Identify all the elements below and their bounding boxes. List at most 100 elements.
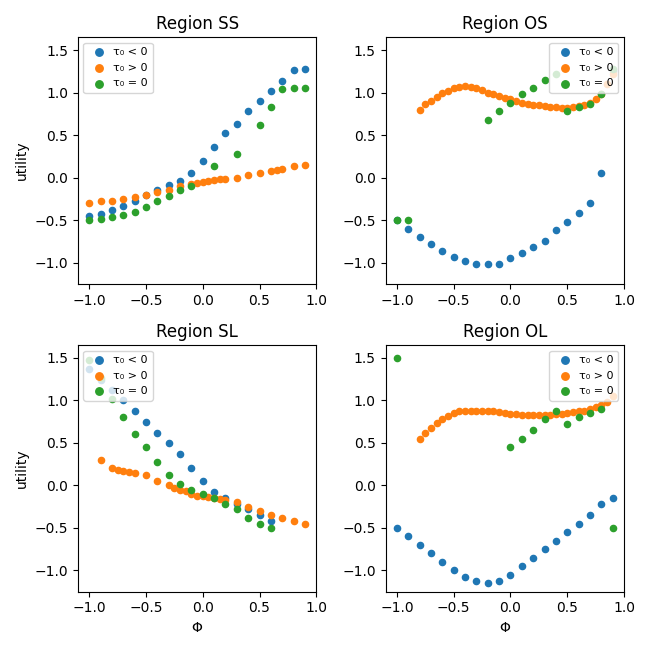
τ₀ > 0 <box>471 406 482 416</box>
τ₀ > 0 <box>465 81 476 92</box>
τ₀ > 0 <box>129 467 140 478</box>
τ₀ = 0 <box>96 213 106 224</box>
τ₀ > 0 <box>96 455 106 465</box>
τ₀ > 0 <box>608 69 618 79</box>
τ₀ = 0 <box>231 149 242 159</box>
τ₀ > 0 <box>505 409 515 419</box>
τ₀ > 0 <box>175 181 185 191</box>
τ₀ < 0 <box>96 375 106 385</box>
τ₀ > 0 <box>551 409 561 419</box>
τ₀ = 0 <box>528 83 538 94</box>
τ₀ > 0 <box>186 489 196 499</box>
τ₀ = 0 <box>551 406 561 416</box>
τ₀ < 0 <box>517 561 527 571</box>
τ₀ < 0 <box>141 190 151 200</box>
τ₀ < 0 <box>118 201 129 211</box>
τ₀ < 0 <box>96 209 106 220</box>
τ₀ = 0 <box>254 120 265 130</box>
τ₀ = 0 <box>300 83 310 94</box>
τ₀ = 0 <box>482 114 493 125</box>
τ₀ > 0 <box>590 94 601 105</box>
τ₀ < 0 <box>494 259 504 270</box>
τ₀ < 0 <box>254 510 265 521</box>
τ₀ < 0 <box>129 406 140 416</box>
τ₀ = 0 <box>209 161 219 171</box>
τ₀ > 0 <box>454 406 465 417</box>
τ₀ < 0 <box>186 168 196 179</box>
τ₀ > 0 <box>465 406 476 416</box>
τ₀ < 0 <box>482 578 493 588</box>
τ₀ = 0 <box>517 89 527 99</box>
τ₀ > 0 <box>289 516 299 526</box>
τ₀ > 0 <box>528 410 538 420</box>
τ₀ > 0 <box>443 86 453 96</box>
τ₀ = 0 <box>573 102 584 112</box>
τ₀ > 0 <box>448 408 459 419</box>
τ₀ = 0 <box>118 412 129 423</box>
τ₀ < 0 <box>175 176 185 187</box>
τ₀ > 0 <box>198 177 208 187</box>
τ₀ > 0 <box>505 94 515 105</box>
τ₀ > 0 <box>437 87 448 98</box>
τ₀ > 0 <box>118 194 129 204</box>
τ₀ < 0 <box>392 523 402 533</box>
τ₀ > 0 <box>437 414 448 424</box>
τ₀ = 0 <box>505 98 515 108</box>
τ₀ > 0 <box>511 409 521 419</box>
τ₀ > 0 <box>129 192 140 202</box>
τ₀ < 0 <box>494 575 504 586</box>
τ₀ = 0 <box>266 523 276 533</box>
X-axis label: Φ: Φ <box>192 621 203 635</box>
τ₀ = 0 <box>585 408 595 419</box>
τ₀ > 0 <box>432 418 442 428</box>
τ₀ > 0 <box>460 81 471 91</box>
τ₀ = 0 <box>562 419 573 430</box>
τ₀ > 0 <box>214 494 225 504</box>
τ₀ = 0 <box>392 352 402 363</box>
τ₀ < 0 <box>562 527 573 538</box>
τ₀ < 0 <box>107 385 117 395</box>
τ₀ < 0 <box>448 566 459 576</box>
τ₀ = 0 <box>141 202 151 213</box>
τ₀ = 0 <box>528 425 538 436</box>
τ₀ = 0 <box>562 106 573 116</box>
τ₀ > 0 <box>203 492 214 502</box>
τ₀ < 0 <box>517 248 527 258</box>
τ₀ = 0 <box>494 106 504 116</box>
τ₀ > 0 <box>443 410 453 421</box>
τ₀ > 0 <box>181 486 191 497</box>
τ₀ > 0 <box>141 190 151 200</box>
τ₀ = 0 <box>254 519 265 529</box>
τ₀ > 0 <box>420 99 430 109</box>
τ₀ < 0 <box>118 395 129 406</box>
τ₀ = 0 <box>608 523 618 533</box>
Title: Region SL: Region SL <box>156 322 238 341</box>
τ₀ = 0 <box>231 504 242 514</box>
τ₀ < 0 <box>585 510 595 521</box>
τ₀ > 0 <box>192 177 202 188</box>
τ₀ < 0 <box>277 75 287 86</box>
τ₀ = 0 <box>84 354 94 365</box>
τ₀ > 0 <box>608 391 618 401</box>
τ₀ < 0 <box>471 575 482 586</box>
τ₀ = 0 <box>175 478 185 489</box>
τ₀ > 0 <box>266 510 276 521</box>
τ₀ > 0 <box>511 96 521 107</box>
τ₀ < 0 <box>573 208 584 218</box>
τ₀ = 0 <box>608 64 618 74</box>
τ₀ = 0 <box>118 210 129 220</box>
τ₀ < 0 <box>198 155 208 166</box>
τ₀ = 0 <box>540 414 550 424</box>
τ₀ > 0 <box>164 480 174 491</box>
Legend: τ₀ < 0, τ₀ > 0, τ₀ = 0: τ₀ < 0, τ₀ > 0, τ₀ = 0 <box>83 350 153 400</box>
τ₀ > 0 <box>420 428 430 438</box>
X-axis label: Φ: Φ <box>499 621 510 635</box>
τ₀ > 0 <box>482 406 493 416</box>
τ₀ = 0 <box>107 393 117 404</box>
τ₀ = 0 <box>186 181 196 191</box>
τ₀ = 0 <box>84 215 94 226</box>
τ₀ > 0 <box>523 99 533 109</box>
τ₀ = 0 <box>129 429 140 439</box>
τ₀ > 0 <box>460 406 471 416</box>
τ₀ = 0 <box>164 191 174 202</box>
